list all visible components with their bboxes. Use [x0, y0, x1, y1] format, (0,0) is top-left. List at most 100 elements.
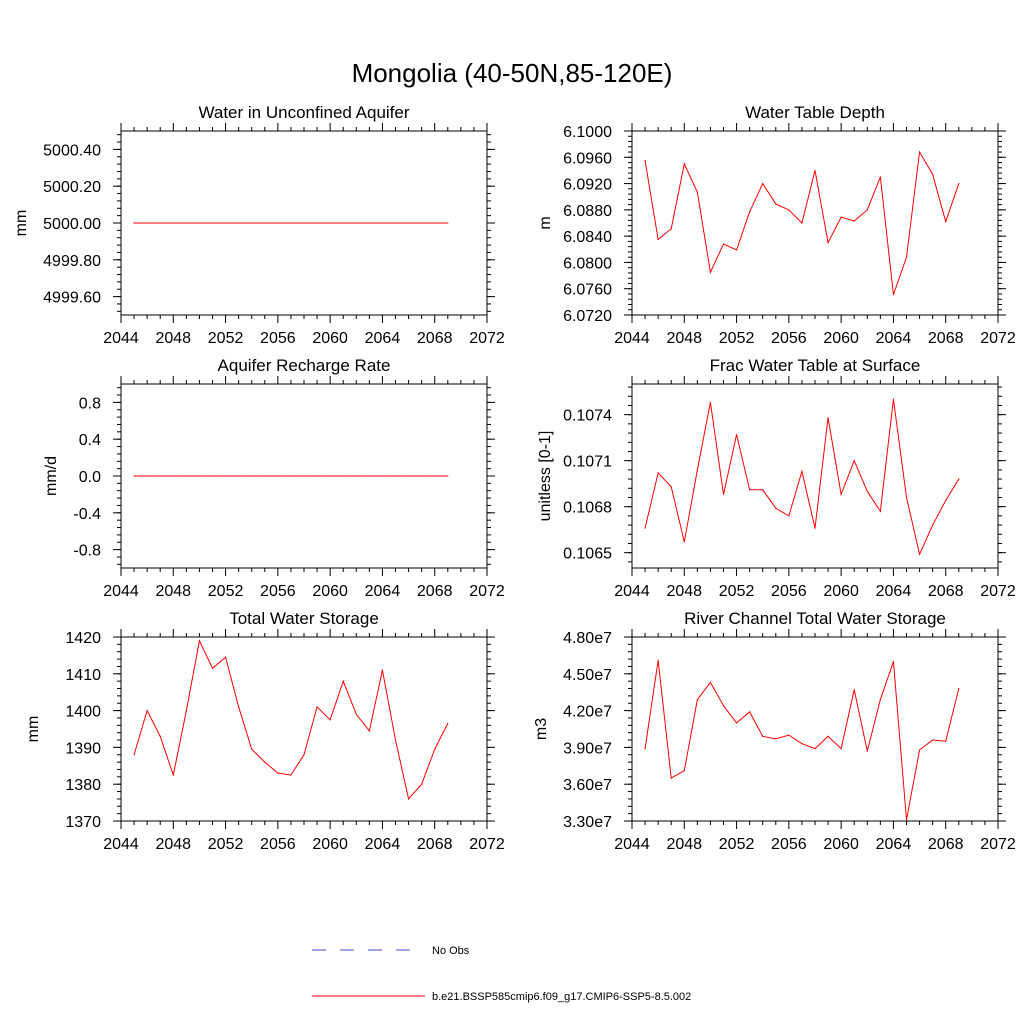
x-tick-label: 2044 — [614, 583, 650, 600]
data-point — [827, 242, 829, 244]
legend-label: No Obs — [432, 945, 470, 957]
x-tick-label: 2068 — [928, 583, 964, 600]
x-tick-label: 2068 — [928, 836, 964, 853]
x-tick-label: 2052 — [208, 330, 244, 347]
data-point — [342, 475, 344, 477]
panel-title: Frac Water Table at Surface — [710, 356, 921, 375]
x-tick-label: 2044 — [103, 330, 139, 347]
y-tick-label: 0.1074 — [563, 408, 612, 425]
panel-river-channel-total-water-storage: River Channel Total Water Storage 2044 204… — [533, 609, 1016, 853]
data-point — [670, 228, 672, 230]
data-point — [421, 222, 423, 224]
plot-frame — [120, 636, 488, 822]
data-point — [133, 754, 135, 756]
panel-title: Aquifer Recharge Rate — [218, 356, 391, 375]
data-point — [892, 398, 895, 400]
y-tick-label: 5000.20 — [43, 179, 101, 196]
data-point — [644, 748, 646, 750]
y-tick-label: 6.0920 — [563, 177, 612, 194]
data-point — [198, 475, 201, 477]
y-tick-label: 5000.40 — [43, 142, 101, 159]
x-tick-label: 2072 — [980, 583, 1016, 600]
data-point — [434, 222, 436, 224]
data-point — [277, 475, 279, 477]
data-point — [932, 173, 934, 175]
y-axis-label: mm — [25, 716, 42, 743]
panel-title: River Channel Total Water Storage — [684, 609, 946, 628]
panels-group: Water in Unconfined Aquifer 2044 2048 2052 2… — [13, 103, 1016, 853]
data-point — [918, 151, 921, 153]
data-point — [722, 243, 725, 245]
y-tick-label: 6.0960 — [563, 150, 612, 167]
data-point — [827, 735, 829, 737]
panel-aquifer-recharge-rate: Aquifer Recharge Rate 2044 2048 2052 2056 206… — [43, 356, 505, 600]
x-tick-label: 2072 — [469, 330, 505, 347]
data-point — [775, 203, 777, 205]
x-tick-label: 2068 — [417, 583, 453, 600]
data-point — [762, 182, 764, 185]
x-tick-label: 2060 — [823, 330, 859, 347]
x-tick-label: 2052 — [719, 583, 755, 600]
x-tick-label: 2044 — [614, 836, 650, 853]
y-tick-label: -0.4 — [73, 506, 101, 523]
y-tick-label: 4999.60 — [43, 290, 101, 307]
x-tick-label: 2052 — [719, 330, 755, 347]
x-tick-label: 2048 — [155, 583, 191, 600]
data-point — [264, 222, 266, 224]
data-point — [788, 209, 790, 211]
data-point — [146, 475, 148, 477]
data-point — [303, 754, 305, 756]
figure-title: Mongolia (40-50N,85-120E) — [352, 58, 673, 88]
x-tick-label: 2056 — [771, 836, 807, 853]
y-tick-label: 5000.00 — [43, 216, 101, 233]
data-point — [133, 475, 135, 477]
data-point — [381, 222, 384, 224]
panel-title: Total Water Storage — [229, 609, 379, 628]
x-tick-label: 2056 — [260, 583, 296, 600]
y-tick-label: -0.8 — [73, 543, 101, 560]
data-point — [918, 553, 921, 555]
x-tick-label: 2064 — [365, 836, 401, 853]
y-tick-label: 3.60e7 — [563, 777, 612, 794]
data-point — [905, 496, 908, 499]
plot-frame — [631, 130, 999, 316]
data-point — [447, 475, 449, 477]
data-point — [185, 710, 187, 712]
y-tick-label: 0.1065 — [563, 546, 612, 563]
data-point — [434, 748, 436, 750]
y-axis-label: m3 — [533, 718, 550, 740]
data-point — [224, 656, 227, 658]
data-point — [381, 475, 384, 477]
y-tick-label: 0.0 — [79, 469, 101, 486]
data-point — [670, 486, 672, 488]
data-point — [434, 475, 436, 477]
y-tick-label: 1390 — [65, 740, 101, 757]
y-tick-label: 0.1068 — [563, 500, 612, 517]
y-tick-label: 3.90e7 — [563, 740, 612, 757]
panel-total-water-storage: Total Water Storage 2044 2048 2052 2056 2060 2… — [25, 609, 505, 853]
x-tick-label: 2060 — [312, 583, 348, 600]
data-point — [892, 294, 895, 296]
data-point — [814, 527, 816, 529]
panel-title: Water Table Depth — [745, 103, 885, 122]
y-tick-label: 6.0720 — [563, 308, 612, 325]
data-point — [696, 698, 698, 701]
data-point — [644, 159, 646, 162]
x-tick-label: 2048 — [155, 330, 191, 347]
x-tick-label: 2072 — [469, 836, 505, 853]
y-tick-label: 6.0840 — [563, 229, 612, 246]
y-axis-label: m — [537, 216, 554, 229]
panel-frac-water-table-at-surface: Frac Water Table at Surface 2044 2048 2052 2… — [537, 356, 1016, 600]
data-point — [342, 680, 344, 682]
data-point — [879, 510, 881, 512]
data-point — [696, 469, 698, 471]
data-point — [879, 176, 881, 178]
data-point — [735, 434, 738, 436]
data-point — [159, 735, 161, 737]
y-tick-label: 1370 — [65, 814, 101, 831]
data-point — [932, 524, 934, 526]
data-point — [958, 182, 960, 185]
data-point — [840, 493, 842, 495]
data-point — [238, 475, 240, 477]
plot-frame — [631, 383, 999, 569]
